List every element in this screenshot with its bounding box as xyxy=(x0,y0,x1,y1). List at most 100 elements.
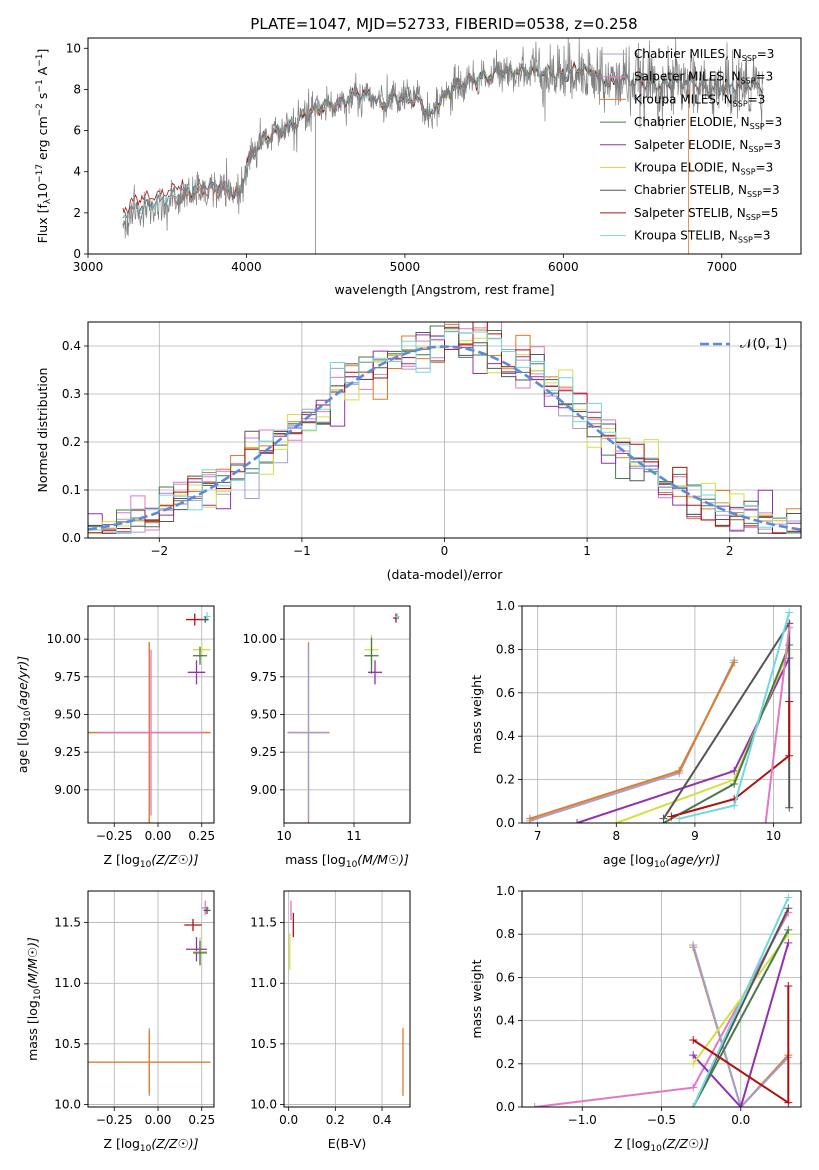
weight-marker xyxy=(689,1051,698,1060)
weight-marker xyxy=(573,819,582,823)
weight-line xyxy=(529,661,736,820)
y-tick-label: 0.4 xyxy=(496,1014,515,1028)
sub: 10 xyxy=(23,710,33,722)
y-axis-label: mass [log10(M/M☉)] xyxy=(25,937,43,1061)
weight-marker xyxy=(730,801,739,810)
weight-line xyxy=(692,897,790,1107)
x-tick-label: 4000 xyxy=(231,260,262,274)
weight-marker xyxy=(784,938,793,947)
x-tick-label: 0.00 xyxy=(145,829,172,843)
y-tick-label: 0.0 xyxy=(496,1100,515,1114)
legend-label: Chabrier ELODIE, NSSP=3 xyxy=(634,115,782,131)
weight-marker xyxy=(785,623,794,632)
y-tick-label: 0.8 xyxy=(496,927,515,941)
y-tick-label: 0.1 xyxy=(62,483,81,497)
weight-marker xyxy=(530,1103,539,1107)
y-tick-label: 9.75 xyxy=(54,670,81,684)
errorbar-point xyxy=(201,900,209,916)
errorbar-point xyxy=(288,645,329,820)
rest: (M/M☉)] xyxy=(25,937,40,989)
legend-value: =5 xyxy=(761,206,779,220)
sub: λ xyxy=(43,198,53,204)
weight-marker xyxy=(675,766,684,775)
weight-marker xyxy=(785,751,794,760)
weight-line xyxy=(529,659,736,822)
x-tick-label: 2 xyxy=(726,544,734,558)
mass-vs-Z-panel: −0.25 0.00 0.25 10.0 10.5 11.0 11.5 Z [log10(Z/… xyxy=(25,890,215,1154)
axes-frame xyxy=(87,321,802,539)
legend-value: =3 xyxy=(753,229,771,243)
residuals-plot-area xyxy=(88,322,801,538)
sub: 10 xyxy=(346,860,358,870)
weight-line xyxy=(692,929,790,1107)
x-tick-label: 10 xyxy=(766,829,781,843)
errorbar-point xyxy=(98,649,204,816)
weight-marker xyxy=(525,814,534,823)
y-tick-label: 0.6 xyxy=(496,686,515,700)
weight-marker xyxy=(689,1036,698,1045)
legend-value: =3 xyxy=(756,161,774,175)
weight-line xyxy=(764,627,791,823)
weight-line xyxy=(663,644,791,823)
age-vs-Z-panel: −0.25 0.00 0.25 9.00 9.25 9.50 9.75 10.00 Z [log… xyxy=(15,605,215,870)
legend-label: Salpeter STELIB, NSSP=5 xyxy=(634,206,778,222)
y-tick-label: 0.3 xyxy=(62,387,81,401)
y-tick-label: 10 xyxy=(66,41,81,55)
errorbar-point xyxy=(187,660,206,685)
errorbar-point xyxy=(184,918,202,932)
y-tick-label: 11.0 xyxy=(250,976,277,990)
axes-frame xyxy=(521,605,802,824)
x-tick-label: 0.0 xyxy=(731,1113,750,1127)
y-tick-label: 0.4 xyxy=(62,339,81,353)
y-tick-label: 0.4 xyxy=(496,729,515,743)
y-tick-label: 9.00 xyxy=(250,783,277,797)
weight-marker xyxy=(612,819,621,823)
x-axis-label: mass [log10(M/M☉)] xyxy=(285,852,409,870)
y-tick-label: 10.00 xyxy=(47,632,81,646)
errorbar-point xyxy=(88,1030,211,1094)
x-tick-label: −0.5 xyxy=(647,1113,676,1127)
y-tick-label: 11.0 xyxy=(54,976,81,990)
y-tick-label: 0.2 xyxy=(496,1057,515,1071)
y-tick-label: 9.25 xyxy=(54,745,81,759)
weight-marker xyxy=(659,814,668,823)
y-tick-label: 10.0 xyxy=(250,1098,277,1112)
x-tick-label: −1.0 xyxy=(568,1113,597,1127)
y-tick-label: 0.0 xyxy=(496,816,515,830)
x-tick-label: 0 xyxy=(441,544,449,558)
errorbar-point xyxy=(395,613,400,620)
x-tick-label: 0.0 xyxy=(279,1113,298,1127)
legend-subscript: SSP xyxy=(738,236,753,245)
axes-frame xyxy=(87,605,215,824)
errorbar-point xyxy=(201,616,209,623)
legend-subscript: SSP xyxy=(747,190,762,199)
weight-marker xyxy=(784,1098,793,1107)
legend-value: =3 xyxy=(765,115,783,129)
errorbar-point xyxy=(368,660,382,685)
weight-marker xyxy=(785,697,794,706)
legend-value: =3 xyxy=(748,92,766,106)
x-tick-label: 7000 xyxy=(707,260,738,274)
x-tick-label: 1 xyxy=(583,544,591,558)
x-axis-label: age [log10(age/yr)] xyxy=(603,852,720,870)
y-tick-label: 1.0 xyxy=(496,599,515,613)
legend-subscript: SSP xyxy=(748,145,763,154)
legend-label: Salpeter ELODIE, NSSP=3 xyxy=(634,138,781,154)
legend-value: =3 xyxy=(756,70,774,84)
weight-marker xyxy=(784,893,793,902)
y-tick-label: 8 xyxy=(73,82,81,96)
weight-marker xyxy=(689,1103,698,1107)
legend-label: Salpeter MILES, NSSP=3 xyxy=(634,70,773,86)
y-tick-label: 4 xyxy=(73,165,81,179)
y-tick-label: 0 xyxy=(73,247,81,261)
sup: −1 xyxy=(35,54,45,67)
x-axis-label: Z [log10(Z/Z☉)] xyxy=(103,852,198,870)
weight-marker xyxy=(689,1083,698,1092)
axes-frame xyxy=(521,890,802,1108)
age-vs-Z-plot-area xyxy=(88,612,211,823)
rest: (age/yr)] xyxy=(15,656,30,711)
y-tick-label: 11.5 xyxy=(250,916,277,930)
y-axis-label: age [log10(age/yr)] xyxy=(15,656,33,773)
weight-vs-age-panel: 7 8 9 10 0.0 0.2 0.4 0.6 0.8 1.0 age [log10(age/yr… xyxy=(469,599,802,870)
x-axis-label: wavelength [Angstrom, rest frame] xyxy=(334,282,554,297)
